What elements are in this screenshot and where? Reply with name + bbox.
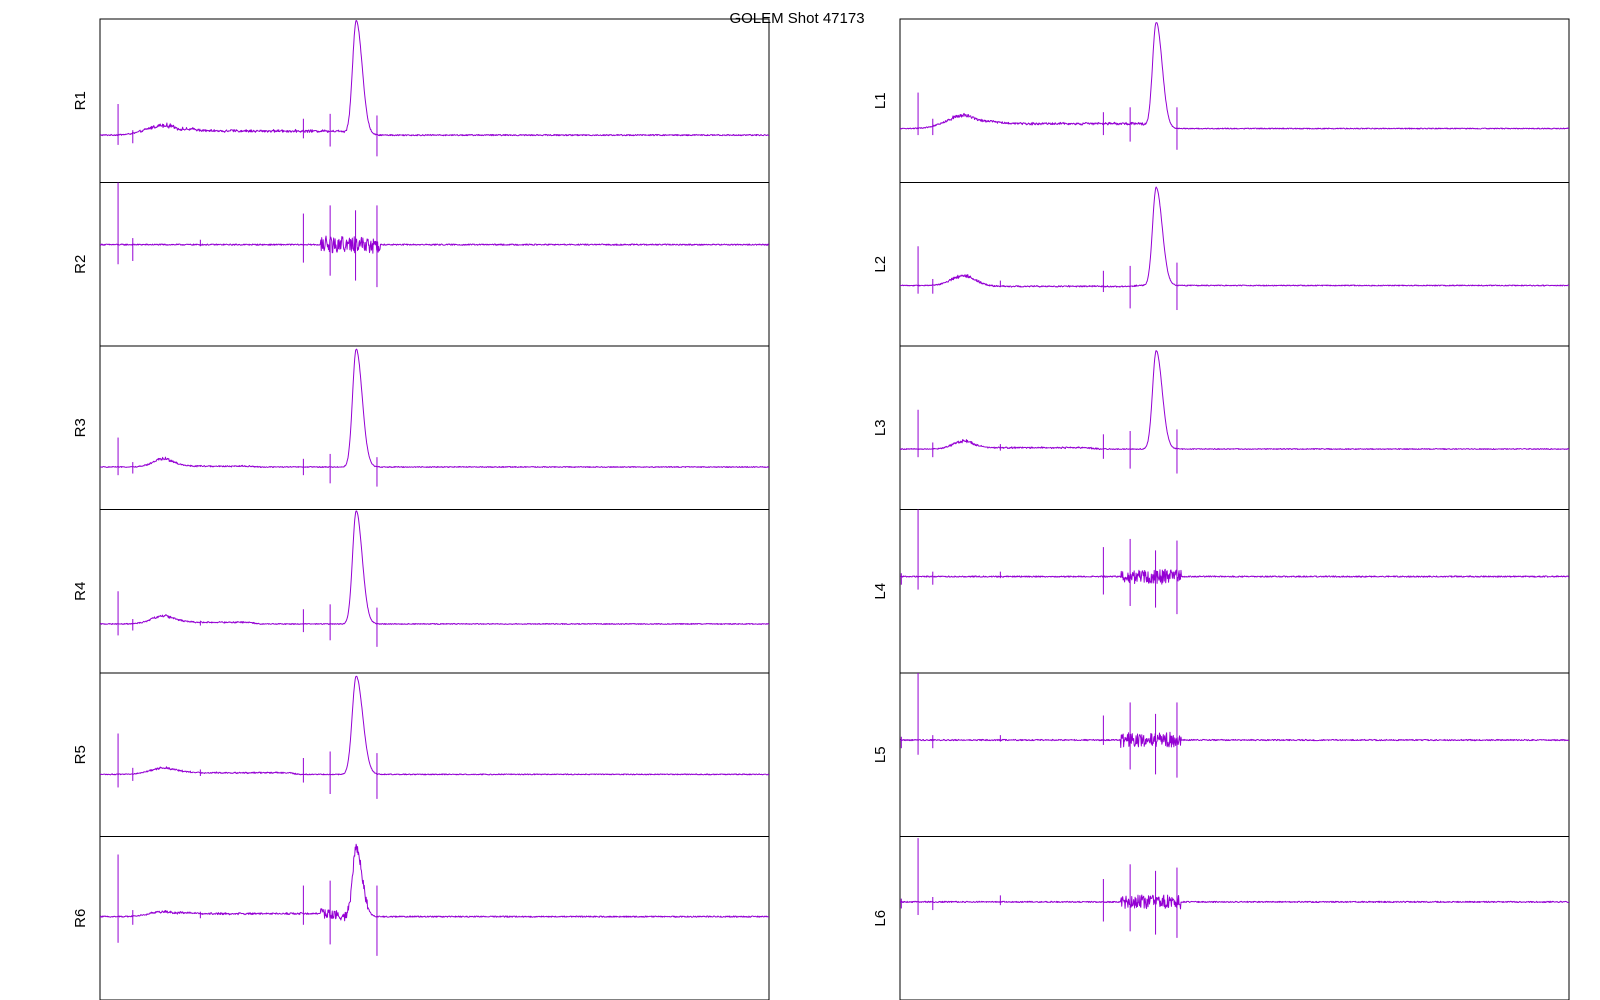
panel-label-r6: R6 xyxy=(72,909,89,928)
trace-r4 xyxy=(100,510,769,625)
panel-frame-r1 xyxy=(99,18,770,183)
panel-frame-r4 xyxy=(99,509,770,674)
trace-l3 xyxy=(900,350,1569,451)
panel-l2: L2 xyxy=(872,182,1570,347)
panel-label-r2: R2 xyxy=(72,255,89,274)
panel-frame-r6 xyxy=(99,836,770,1000)
panel-frame-l6 xyxy=(899,836,1570,1000)
panel-label-l2: L2 xyxy=(872,256,889,273)
panel-l3: L3 xyxy=(872,345,1570,510)
panel-l1: L1 xyxy=(872,18,1570,183)
panel-r1: R1 xyxy=(72,18,770,183)
panel-frame-r2 xyxy=(99,182,770,347)
trace-l1 xyxy=(900,22,1569,130)
trace-r2 xyxy=(100,235,769,254)
panel-frame-l1 xyxy=(899,18,1570,183)
figure-title: GOLEM Shot 47173 xyxy=(729,10,864,27)
panel-frame-l2 xyxy=(899,182,1570,347)
panel-label-r4: R4 xyxy=(72,582,89,601)
panel-frame-l3 xyxy=(899,345,1570,510)
panel-grid: R1 R2 R3 R4 R5 R6 L1 L2 L3 L4 L5 L6 xyxy=(72,18,1570,1000)
panel-label-l1: L1 xyxy=(872,92,889,109)
panel-label-r5: R5 xyxy=(72,745,89,764)
trace-l5 xyxy=(900,731,1569,748)
panel-label-r1: R1 xyxy=(72,91,89,110)
trace-l6 xyxy=(900,894,1569,910)
panel-label-l4: L4 xyxy=(872,583,889,600)
trace-r5 xyxy=(100,675,769,776)
panel-l4: L4 xyxy=(872,509,1570,674)
panel-r4: R4 xyxy=(72,509,770,674)
trace-r1 xyxy=(100,19,769,137)
panel-frame-l5 xyxy=(899,672,1570,837)
panel-label-l5: L5 xyxy=(872,746,889,763)
panel-r5: R5 xyxy=(72,672,770,837)
trace-r6 xyxy=(100,843,769,922)
panel-r3: R3 xyxy=(72,345,770,510)
panel-frame-l4 xyxy=(899,509,1570,674)
panel-label-r3: R3 xyxy=(72,418,89,437)
trace-r3 xyxy=(100,348,769,468)
panel-r6: R6 xyxy=(72,836,770,1000)
panel-frame-r3 xyxy=(99,345,770,510)
panel-label-l3: L3 xyxy=(872,419,889,436)
trace-l4 xyxy=(900,568,1569,585)
panel-label-l6: L6 xyxy=(872,910,889,927)
panel-frame-r5 xyxy=(99,672,770,837)
trace-l2 xyxy=(900,186,1569,288)
panel-r2: R2 xyxy=(72,182,770,347)
panel-l5: L5 xyxy=(872,672,1570,837)
panel-l6: L6 xyxy=(872,836,1570,1000)
